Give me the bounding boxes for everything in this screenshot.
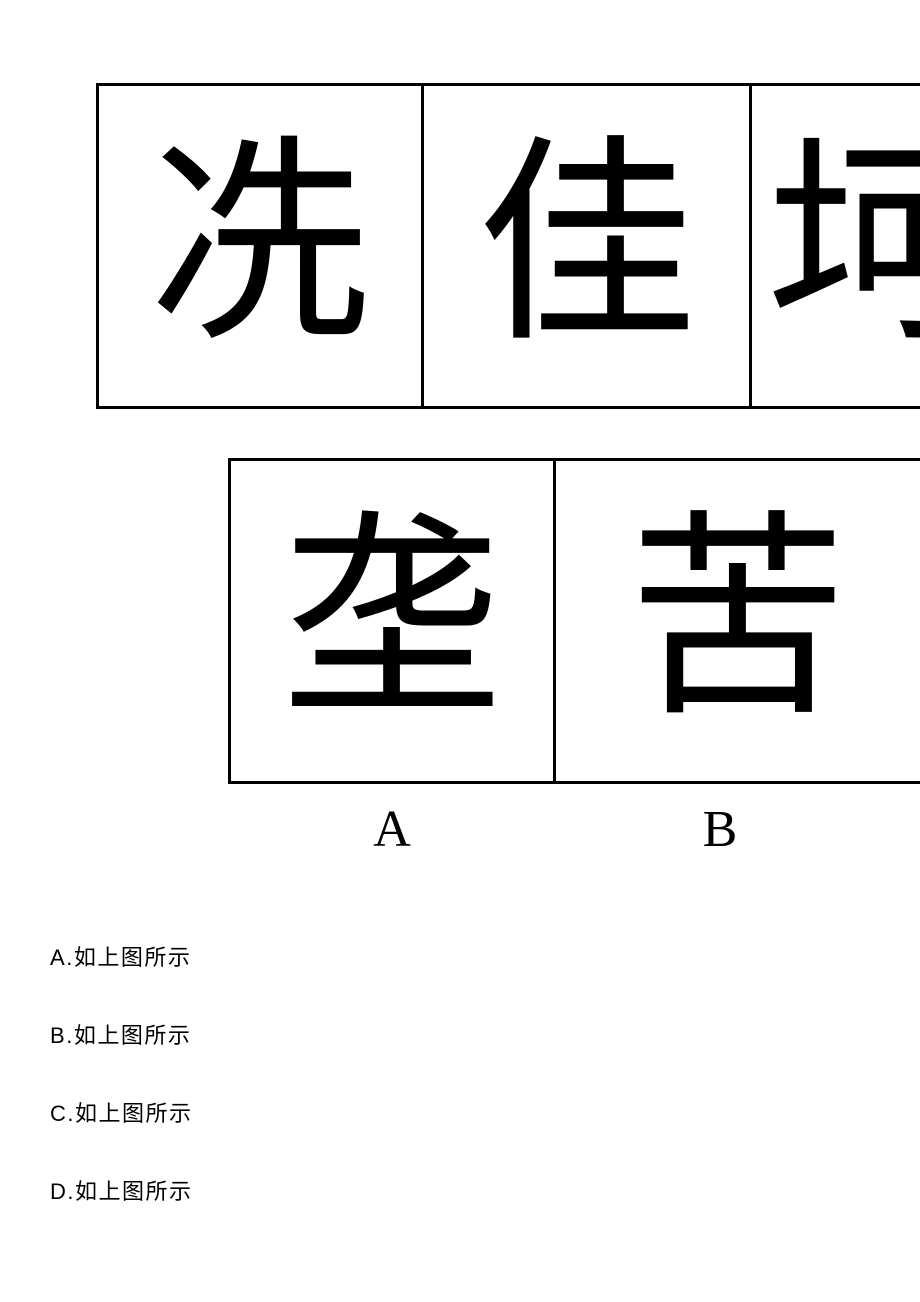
option-b: B.如上图所示 bbox=[50, 1018, 193, 1050]
option-d: D.如上图所示 bbox=[50, 1174, 193, 1206]
option-letter: B bbox=[50, 1023, 66, 1048]
character-row-1: 冼 佳 坷 bbox=[96, 83, 920, 409]
char-cell: 坷 bbox=[752, 83, 920, 409]
option-text: 如上图所示 bbox=[74, 1023, 192, 1048]
option-letter: A bbox=[50, 945, 66, 970]
label-b: B bbox=[556, 800, 884, 859]
label-a: A bbox=[228, 800, 556, 859]
glyph: 佳 bbox=[476, 136, 696, 356]
char-cell: 佳 bbox=[424, 83, 752, 409]
glyph: 冼 bbox=[150, 136, 370, 356]
char-cell-b: 苦 bbox=[556, 458, 920, 784]
option-text: 如上图所示 bbox=[75, 1101, 193, 1126]
option-text: 如上图所示 bbox=[74, 945, 192, 970]
options-list: A.如上图所示 B.如上图所示 C.如上图所示 D.如上图所示 bbox=[50, 940, 193, 1252]
option-letter: C bbox=[50, 1101, 67, 1126]
glyph: 坷 bbox=[766, 136, 920, 356]
row2-labels: A B bbox=[228, 800, 884, 859]
character-row-2: 垄 苦 bbox=[228, 458, 920, 784]
option-a: A.如上图所示 bbox=[50, 940, 193, 972]
option-c: C.如上图所示 bbox=[50, 1096, 193, 1128]
option-text: 如上图所示 bbox=[75, 1179, 193, 1204]
glyph: 垄 bbox=[282, 511, 502, 731]
option-letter: D bbox=[50, 1179, 67, 1204]
char-cell-a: 垄 bbox=[228, 458, 556, 784]
glyph: 苦 bbox=[628, 511, 848, 731]
char-cell: 冼 bbox=[96, 83, 424, 409]
